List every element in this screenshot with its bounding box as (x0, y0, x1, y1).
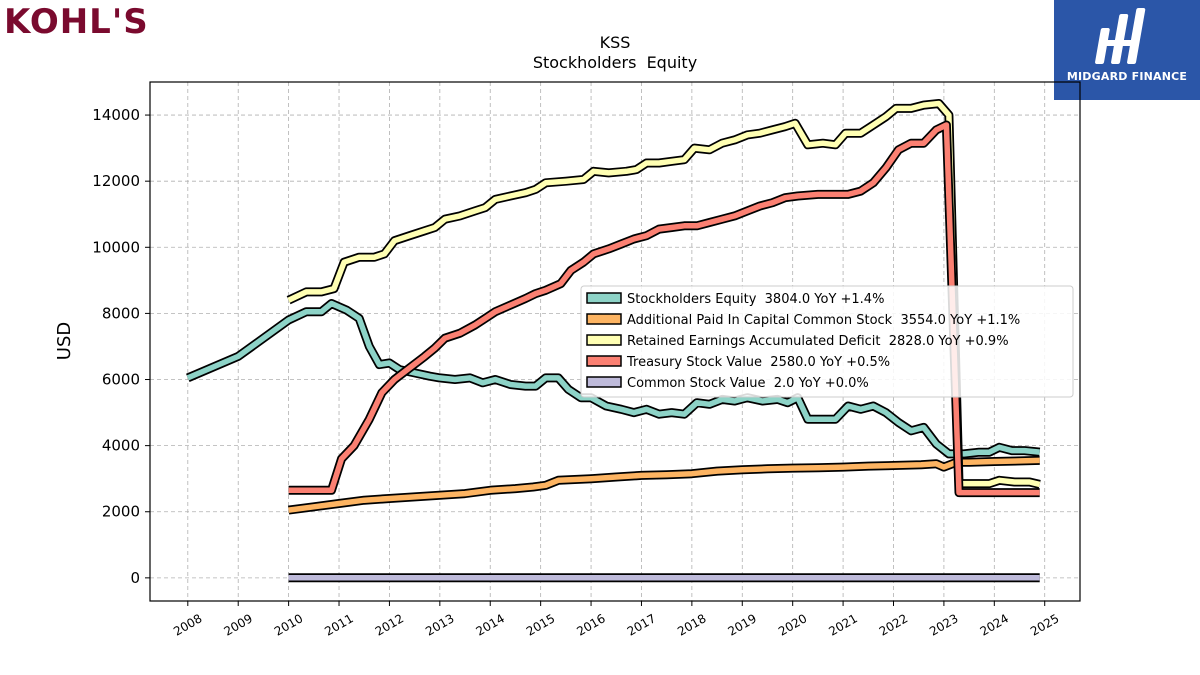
legend-entry: Common Stock Value 2.0 YoY +0.0% (627, 376, 869, 391)
y-tick-label: 10000 (92, 238, 140, 256)
x-tick-label: 2009 (221, 611, 254, 638)
brand-logo: KOHL'S (4, 2, 149, 42)
finance-badge: MIDGARD FINANCE (1054, 0, 1200, 100)
legend-box (580, 285, 1074, 398)
series-line-outline (288, 455, 1040, 515)
legend-entry: Stockholders Equity 3804.0 YoY +1.4% (627, 292, 884, 307)
legend-entry: Treasury Stock Value 2580.0 YoY +0.5% (626, 355, 890, 370)
y-tick-label: 2000 (102, 503, 140, 521)
x-tick-label: 2014 (474, 611, 507, 638)
x-tick-label: 2016 (574, 611, 607, 638)
series-0 (186, 299, 1041, 459)
x-tick-label: 2018 (675, 611, 708, 638)
legend-swatch (586, 292, 622, 304)
y-tick-label: 0 (130, 569, 140, 587)
y-axis-label: USD (54, 322, 75, 360)
y-tick-label: 14000 (92, 106, 140, 124)
x-tick-label: 2019 (726, 611, 759, 638)
x-tick-label: 2020 (776, 611, 809, 638)
series-line (288, 122, 1040, 496)
x-tick-label: 2013 (423, 611, 456, 638)
badge-text: MIDGARD FINANCE (1066, 70, 1188, 83)
y-tick-label: 6000 (102, 371, 140, 389)
series-line (186, 300, 1040, 457)
x-tick-label: 2022 (877, 611, 910, 638)
x-tick-label: 2023 (927, 611, 960, 638)
x-tick-label: 2010 (272, 611, 305, 638)
legend: Stockholders Equity 3804.0 YoY +1.4% Addi… (580, 285, 1074, 398)
series-2 (286, 99, 1041, 489)
y-tick-label: 4000 (102, 437, 140, 455)
series-line (288, 457, 1040, 513)
x-tick-label: 2024 (978, 611, 1011, 638)
legend-entry: Additional Paid In Capital Common Stock … (627, 313, 1020, 328)
x-tick-label: 2012 (373, 611, 406, 638)
y-tick-label: 8000 (102, 304, 140, 322)
x-tick-label: 2015 (524, 611, 557, 638)
x-tick-label: 2017 (625, 611, 658, 638)
series-layer (186, 99, 1041, 583)
ticks: 2008 2009 2010 2011 2012 2013 2014 2015 2016 2017… (92, 106, 1061, 639)
x-tick-label: 2011 (322, 611, 355, 638)
legend-swatch (586, 355, 622, 367)
series-3 (288, 120, 1040, 498)
chart-subtitle: Stockholders Equity (533, 53, 697, 72)
series-line (287, 100, 1041, 488)
legend-swatch (586, 334, 622, 346)
legend-swatch (586, 313, 622, 325)
plot-frame (149, 81, 1081, 602)
x-tick-label: 2008 (171, 611, 204, 638)
x-tick-label: 2025 (1028, 611, 1061, 638)
chart-title: KSS (600, 33, 631, 52)
series-1 (288, 455, 1040, 515)
y-tick-label: 12000 (92, 172, 140, 190)
midgard-logo-icon (1095, 8, 1146, 64)
legend-swatch (586, 376, 622, 388)
legend-entry: Retained Earnings Accumulated Deficit 28… (627, 334, 1009, 349)
x-tick-label: 2021 (826, 611, 859, 638)
